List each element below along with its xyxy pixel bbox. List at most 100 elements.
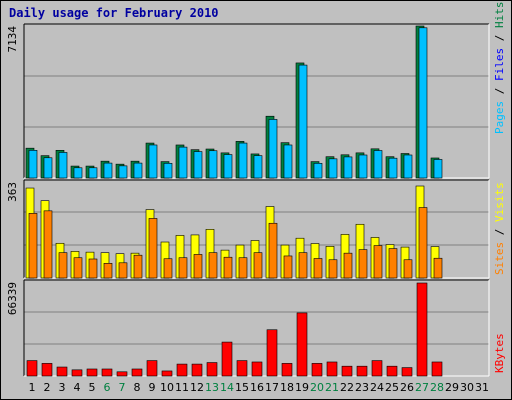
sites-bar-day-7	[118, 262, 128, 279]
x-label-day-2: 2	[44, 381, 51, 394]
files-bar-day-20	[313, 162, 323, 179]
files-bar-day-18	[283, 144, 293, 179]
legend-sites-visits: Sites / Visits	[493, 182, 506, 275]
files-bar-day-5	[88, 167, 98, 179]
sites-bar-day-8	[133, 254, 143, 279]
kbytes-bar-day-12	[191, 363, 203, 377]
legend-sites-visits-separator: /	[493, 222, 506, 242]
kbytes-bar-day-7	[116, 371, 128, 377]
files-bar-day-25	[388, 157, 398, 179]
files-bar-day-7	[118, 165, 128, 179]
kbytes-bar-day-22	[341, 365, 353, 377]
x-label-day-13: 13	[205, 381, 219, 394]
legend-kbytes: KBytes	[493, 333, 506, 373]
files-bar-day-6	[103, 162, 113, 179]
sites-bar-day-1	[28, 213, 38, 279]
files-bar-day-11	[178, 146, 188, 179]
sites-bar-day-20	[313, 258, 323, 279]
x-label-day-30: 30	[460, 381, 474, 394]
files-bar-day-22	[343, 156, 353, 179]
kbytes-bar-day-14	[221, 341, 233, 377]
files-bar-day-13	[208, 150, 218, 179]
kbytes-bar-day-3	[56, 366, 68, 377]
x-label-day-4: 4	[74, 381, 81, 394]
y-max-label-2: 363	[6, 182, 19, 202]
sites-bar-day-19	[298, 252, 308, 279]
kbytes-bar-day-15	[236, 360, 248, 377]
files-bar-day-28	[433, 159, 443, 179]
x-label-day-28: 28	[430, 381, 444, 394]
kbytes-bar-day-23	[356, 365, 368, 377]
sites-bar-day-4	[73, 257, 83, 279]
kbytes-bar-day-10	[161, 370, 173, 377]
kbytes-bar-day-21	[326, 361, 338, 377]
sites-bar-day-2	[43, 210, 53, 279]
files-bar-day-1	[28, 150, 38, 179]
sites-bar-day-27	[418, 207, 428, 279]
kbytes-bar-day-18	[281, 363, 293, 377]
legend-sites: Sites	[493, 242, 506, 275]
sites-bar-day-3	[58, 252, 68, 279]
x-label-day-1: 1	[29, 381, 36, 394]
x-label-day-7: 7	[119, 381, 126, 394]
files-bar-day-3	[58, 152, 68, 179]
kbytes-bar-day-27	[416, 282, 428, 377]
legend-hits: Hits	[493, 2, 506, 29]
kbytes-bar-day-6	[101, 368, 113, 377]
files-bar-day-10	[163, 162, 173, 179]
files-bar-day-15	[238, 142, 248, 179]
x-label-day-8: 8	[134, 381, 141, 394]
legend-files: Files	[493, 48, 506, 81]
files-bar-day-9	[148, 144, 158, 179]
files-bar-day-17	[268, 119, 278, 179]
sites-bar-day-23	[358, 249, 368, 279]
kbytes-bar-day-2	[41, 363, 53, 377]
files-bar-day-26	[403, 154, 413, 179]
kbytes-bar-day-26	[401, 367, 413, 377]
legend-pages-files-hits: Pages / Files / Hits	[493, 2, 506, 135]
sites-bar-day-15	[238, 257, 248, 279]
x-label-day-31: 31	[475, 381, 489, 394]
files-bar-day-2	[43, 157, 53, 179]
x-label-day-12: 12	[190, 381, 204, 394]
files-bar-day-8	[133, 162, 143, 179]
plot-area-1	[24, 24, 489, 178]
sites-bar-day-5	[88, 258, 98, 279]
sites-bar-day-11	[178, 257, 188, 279]
files-bar-day-4	[73, 167, 83, 179]
x-label-day-5: 5	[89, 381, 96, 394]
sites-bar-day-6	[103, 263, 113, 279]
kbytes-bar-day-19	[296, 312, 308, 377]
legend-pages-files-hits-separator: /	[493, 81, 506, 101]
x-label-day-9: 9	[149, 381, 156, 394]
kbytes-bar-day-9	[146, 360, 158, 377]
legend-kbytes: KBytes	[493, 333, 506, 373]
sites-bar-day-9	[148, 218, 158, 279]
kbytes-bar-day-11	[176, 363, 188, 377]
x-label-day-3: 3	[59, 381, 66, 394]
kbytes-bar-day-17	[266, 329, 278, 377]
sites-bar-day-25	[388, 248, 398, 279]
legend-pages-files-hits-separator: /	[493, 28, 506, 48]
x-label-day-27: 27	[415, 381, 429, 394]
kbytes-bar-day-20	[311, 363, 323, 377]
legend-pages: Pages	[493, 101, 506, 134]
files-bar-day-23	[358, 154, 368, 179]
kbytes-bar-day-8	[131, 368, 143, 377]
x-label-day-24: 24	[370, 381, 384, 394]
x-label-day-23: 23	[355, 381, 369, 394]
sites-bar-day-12	[193, 254, 203, 279]
y-max-label-1: 7134	[6, 26, 19, 53]
x-label-day-29: 29	[445, 381, 459, 394]
sites-bar-day-10	[163, 258, 173, 279]
files-bar-day-27	[418, 27, 428, 179]
x-label-day-10: 10	[160, 381, 174, 394]
files-bar-day-24	[373, 150, 383, 179]
sites-bar-day-17	[268, 222, 278, 279]
kbytes-bar-day-25	[386, 365, 398, 377]
files-bar-day-12	[193, 151, 203, 179]
x-label-day-19: 19	[295, 381, 309, 394]
y-max-label-3: 66339	[6, 282, 19, 315]
x-label-day-26: 26	[400, 381, 414, 394]
